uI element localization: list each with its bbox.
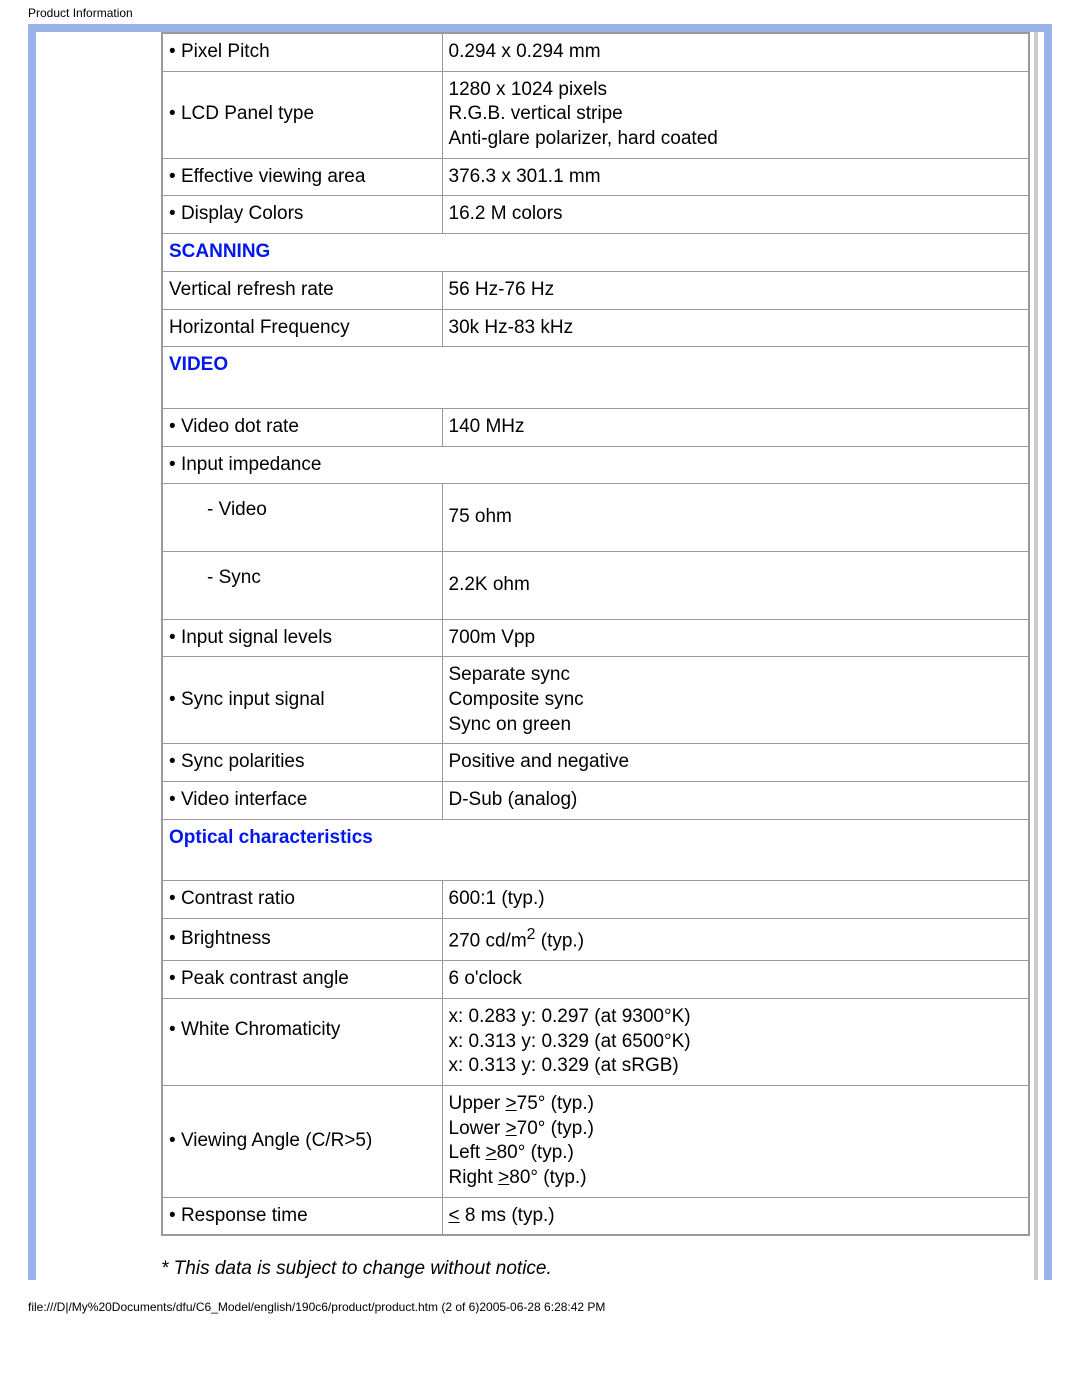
ge-symbol: > [498, 1167, 509, 1188]
spec-sublabel: Sync [162, 551, 442, 619]
page-header: Product Information [0, 0, 1080, 24]
spec-value: Positive and negative [442, 744, 1029, 782]
spec-value-line: Anti-glare polarizer, hard coated [449, 128, 718, 149]
spec-value-part: 75° (typ.) [517, 1093, 594, 1114]
spec-label: Response time [162, 1197, 442, 1235]
spec-label: Sync input signal [162, 657, 442, 744]
le-symbol: < [449, 1205, 460, 1226]
spec-value-line: Sync on green [449, 714, 572, 735]
spec-value: 2.2K ohm [442, 551, 1029, 619]
spec-label: Display Colors [162, 196, 442, 234]
spec-value: 16.2 M colors [442, 196, 1029, 234]
page-footer: file:///D|/My%20Documents/dfu/C6_Model/e… [0, 1280, 1080, 1326]
table-row: Peak contrast angle 6 o'clock [162, 961, 1029, 999]
table-row: Viewing Angle (C/R>5) Upper >75° (typ.) … [162, 1085, 1029, 1197]
section-row: VIDEO [162, 347, 1029, 409]
table-row: Sync 2.2K ohm [162, 551, 1029, 619]
spec-value: 700m Vpp [442, 619, 1029, 657]
spec-label: Video interface [162, 782, 442, 820]
spec-value-part: Lower [449, 1118, 506, 1139]
outer-frame: Pixel Pitch 0.294 x 0.294 mm LCD Panel t… [28, 24, 1052, 1280]
section-header-video: VIDEO [162, 347, 1029, 409]
spec-sublabel: Video [162, 484, 442, 552]
spec-value: 1280 x 1024 pixels R.G.B. vertical strip… [442, 71, 1029, 158]
table-row: Video dot rate 140 MHz [162, 408, 1029, 446]
table-row: Effective viewing area 376.3 x 301.1 mm [162, 158, 1029, 196]
table-row: LCD Panel type 1280 x 1024 pixels R.G.B.… [162, 71, 1029, 158]
spec-label: Brightness [162, 919, 442, 961]
spec-value: 376.3 x 301.1 mm [442, 158, 1029, 196]
spec-label: Input impedance [162, 446, 1029, 484]
spec-value-line: x: 0.313 y: 0.329 (at sRGB) [449, 1055, 679, 1076]
spec-value: 56 Hz-76 Hz [442, 271, 1029, 309]
spec-value: 270 cd/m2 (typ.) [442, 919, 1029, 961]
spec-label: Horizontal Frequency [162, 309, 442, 347]
section-row: Optical characteristics [162, 819, 1029, 881]
spec-label: Viewing Angle (C/R>5) [162, 1085, 442, 1197]
spec-value-line: R.G.B. vertical stripe [449, 103, 623, 124]
spec-value-part: Upper [449, 1093, 506, 1114]
spec-value-part: Right [449, 1167, 499, 1188]
spec-value-part: (typ.) [535, 930, 584, 951]
spec-label: Peak contrast angle [162, 961, 442, 999]
spec-label: Effective viewing area [162, 158, 442, 196]
spec-value-part: 8 ms (typ.) [460, 1205, 555, 1226]
spec-label: Pixel Pitch [162, 33, 442, 71]
table-row: Sync input signal Separate sync Composit… [162, 657, 1029, 744]
table-row: Contrast ratio 600:1 (typ.) [162, 881, 1029, 919]
content-area: Pixel Pitch 0.294 x 0.294 mm LCD Panel t… [161, 32, 1030, 1280]
spec-value: D-Sub (analog) [442, 782, 1029, 820]
table-row: Input impedance [162, 446, 1029, 484]
section-header-scanning: SCANNING [162, 234, 1029, 272]
ge-symbol: > [506, 1118, 517, 1139]
spec-value-line: x: 0.283 y: 0.297 (at 9300°K) [449, 1006, 691, 1027]
spec-value: < 8 ms (typ.) [442, 1197, 1029, 1235]
spec-value: Separate sync Composite sync Sync on gre… [442, 657, 1029, 744]
table-row: Display Colors 16.2 M colors [162, 196, 1029, 234]
spec-value: 600:1 (typ.) [442, 881, 1029, 919]
spec-label: Vertical refresh rate [162, 271, 442, 309]
ge-symbol: > [506, 1093, 517, 1114]
spec-value-line: Composite sync [449, 689, 584, 710]
spec-value-part: 80° (typ.) [497, 1142, 574, 1163]
spec-value-part: 270 cd/m [449, 930, 527, 951]
section-header-optical: Optical characteristics [162, 819, 1029, 881]
spec-value: 0.294 x 0.294 mm [442, 33, 1029, 71]
spec-value-line: x: 0.313 y: 0.329 (at 6500°K) [449, 1031, 691, 1052]
inner-page: Pixel Pitch 0.294 x 0.294 mm LCD Panel t… [36, 32, 1044, 1280]
spec-value: 30k Hz-83 kHz [442, 309, 1029, 347]
spec-label: Video dot rate [162, 408, 442, 446]
table-row: Pixel Pitch 0.294 x 0.294 mm [162, 33, 1029, 71]
table-row: Video 75 ohm [162, 484, 1029, 552]
spec-label: LCD Panel type [162, 71, 442, 158]
spec-value-part: Left [449, 1142, 486, 1163]
spec-value: 6 o'clock [442, 961, 1029, 999]
spec-value-line: 1280 x 1024 pixels [449, 79, 607, 100]
spec-label: White Chromaticity [162, 998, 442, 1085]
spec-value: x: 0.283 y: 0.297 (at 9300°K) x: 0.313 y… [442, 998, 1029, 1085]
ge-symbol: > [485, 1142, 496, 1163]
table-row: Input signal levels 700m Vpp [162, 619, 1029, 657]
spec-value-part: 70° (typ.) [517, 1118, 594, 1139]
table-row: Sync polarities Positive and negative [162, 744, 1029, 782]
section-row: SCANNING [162, 234, 1029, 272]
spec-value: 75 ohm [442, 484, 1029, 552]
spec-value-line: Separate sync [449, 664, 570, 685]
spec-label: Contrast ratio [162, 881, 442, 919]
spec-value-part: 80° (typ.) [509, 1167, 586, 1188]
spec-table: Pixel Pitch 0.294 x 0.294 mm LCD Panel t… [161, 32, 1030, 1236]
table-row: Vertical refresh rate 56 Hz-76 Hz [162, 271, 1029, 309]
spec-label: Sync polarities [162, 744, 442, 782]
table-row: Horizontal Frequency 30k Hz-83 kHz [162, 309, 1029, 347]
disclaimer: * This data is subject to change without… [161, 1258, 1030, 1280]
table-row: Brightness 270 cd/m2 (typ.) [162, 919, 1029, 961]
spec-value: Upper >75° (typ.) Lower >70° (typ.) Left… [442, 1085, 1029, 1197]
table-row: Response time < 8 ms (typ.) [162, 1197, 1029, 1235]
spec-label: Input signal levels [162, 619, 442, 657]
scrollbar-rail [1034, 32, 1038, 1280]
table-row: White Chromaticity x: 0.283 y: 0.297 (at… [162, 998, 1029, 1085]
table-row: Video interface D-Sub (analog) [162, 782, 1029, 820]
spec-value: 140 MHz [442, 408, 1029, 446]
